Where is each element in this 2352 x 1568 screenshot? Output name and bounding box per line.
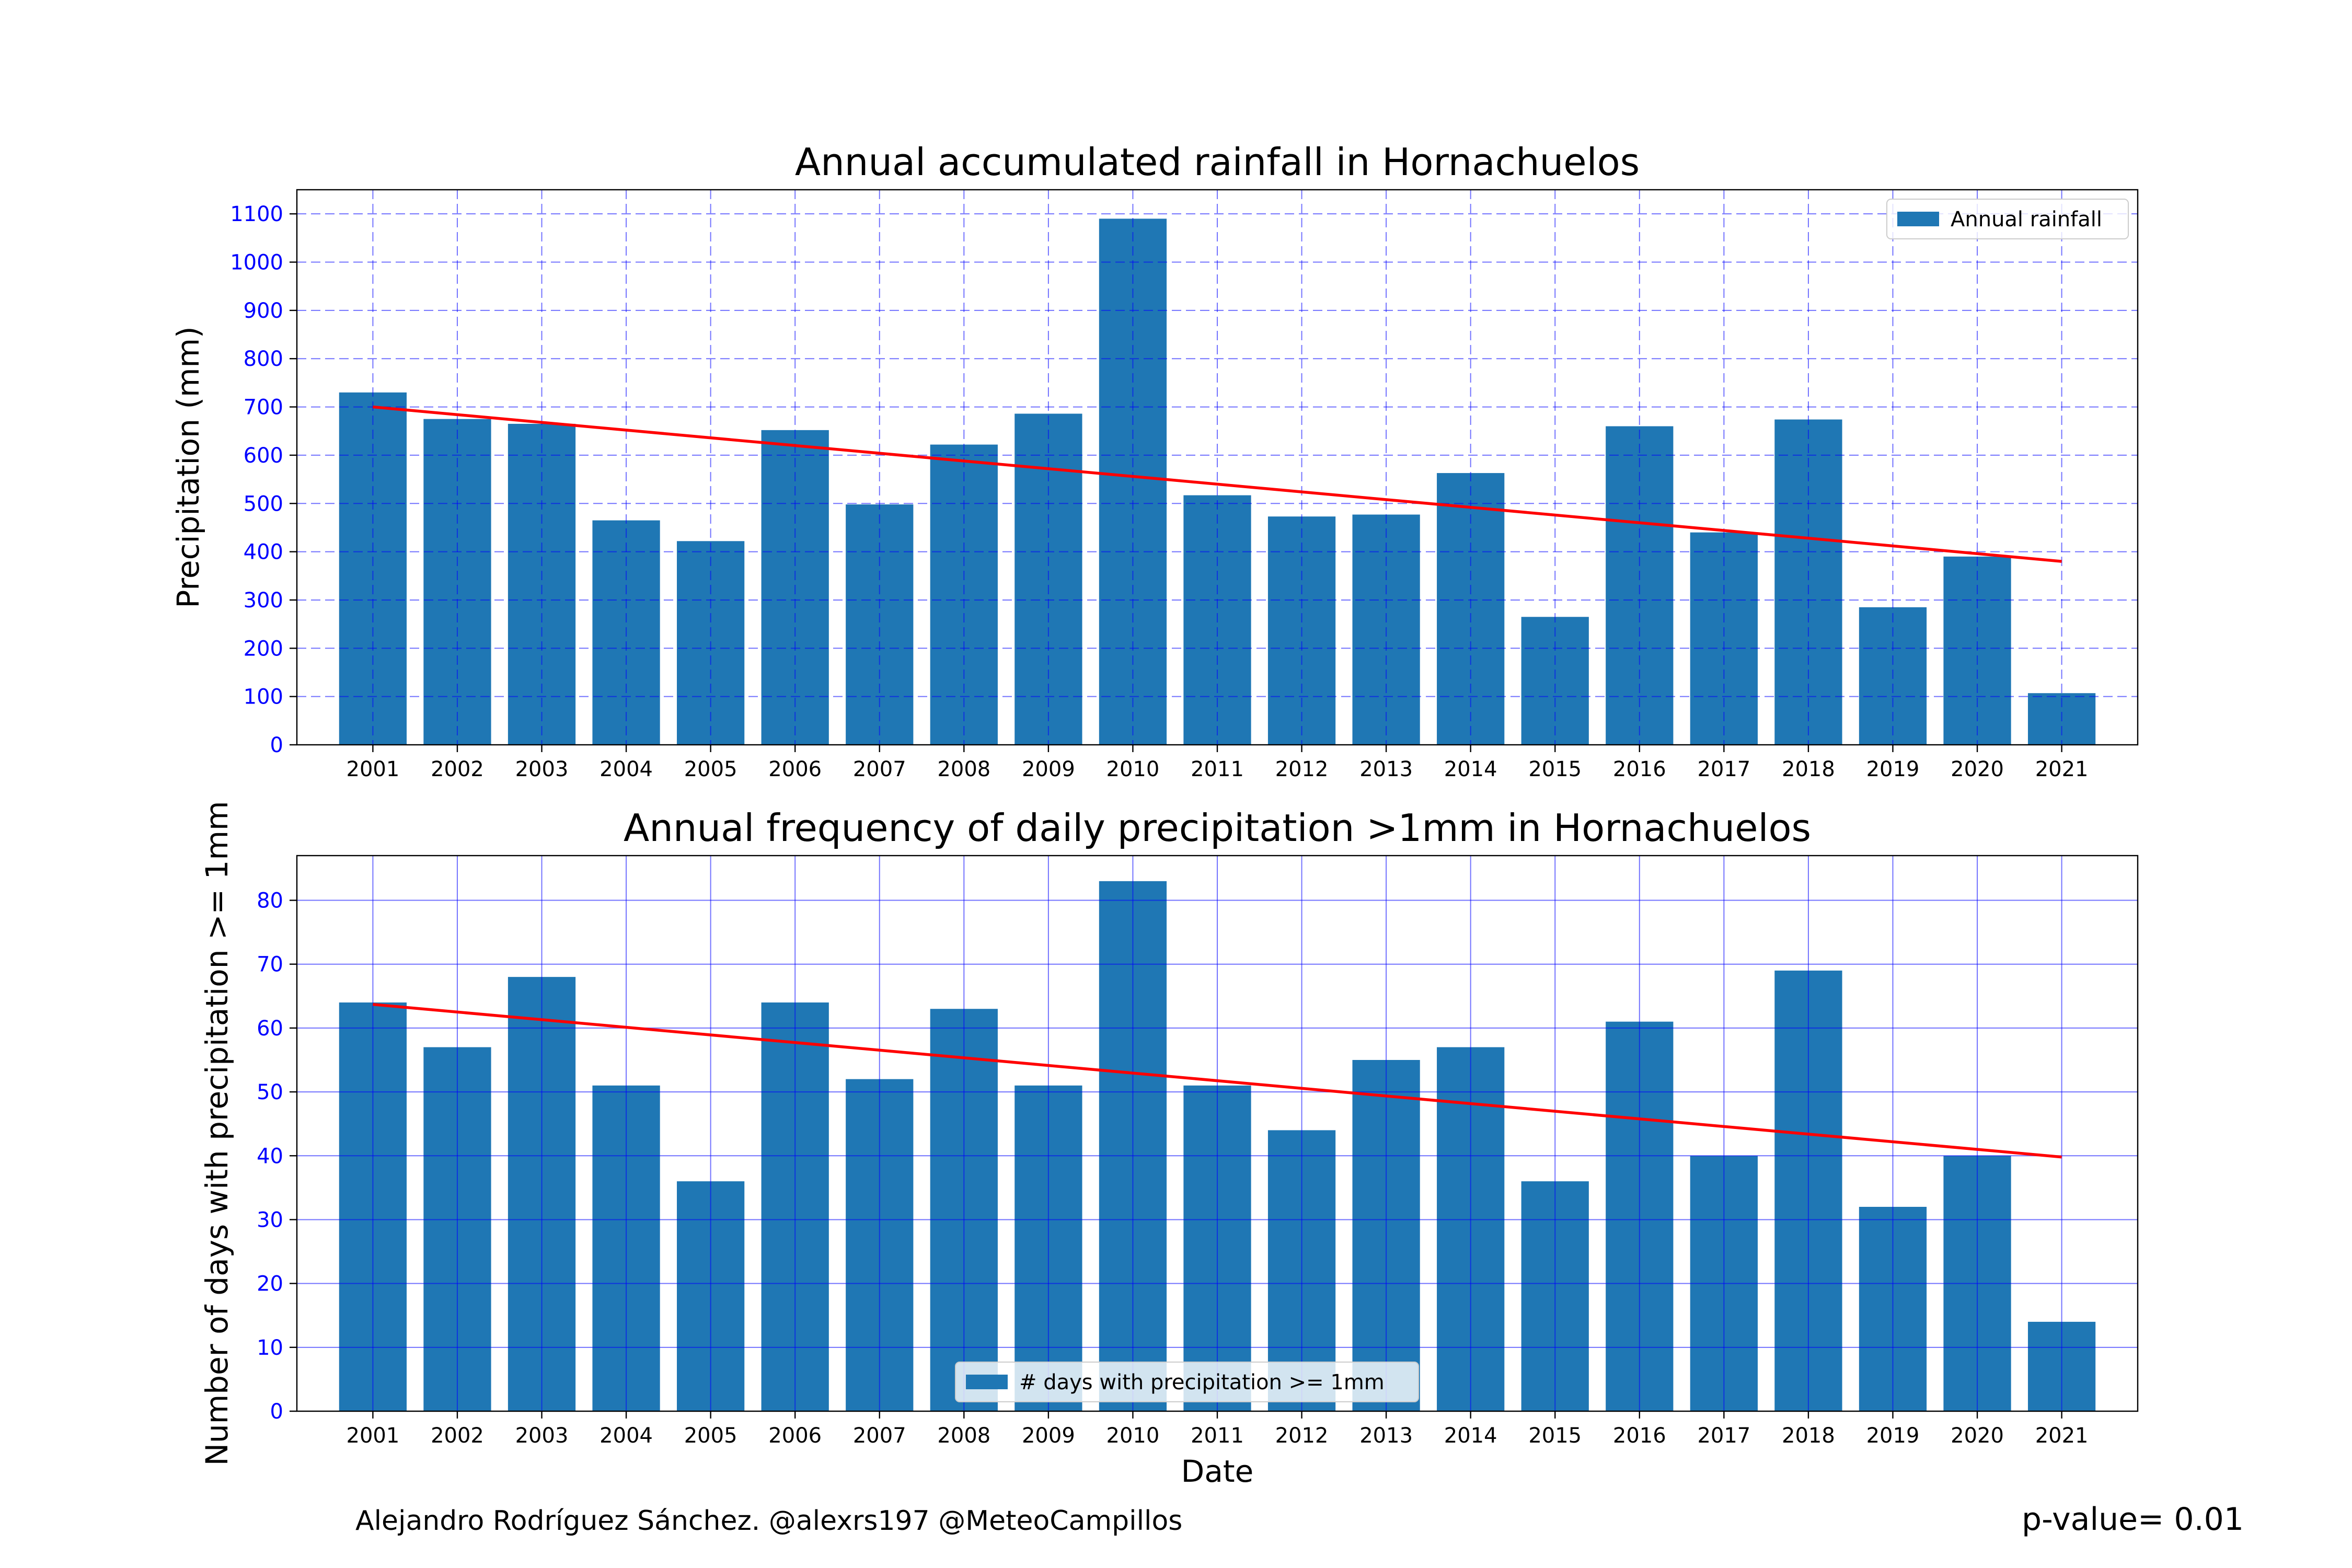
x-tick-label: 2013 [1359, 757, 1413, 781]
chart-title: Annual accumulated rainfall in Hornachue… [795, 140, 1640, 184]
y-tick-label: 1000 [230, 251, 283, 275]
x-tick-label: 2020 [1951, 1424, 2004, 1448]
x-tick-label: 2009 [1022, 757, 1075, 781]
y-tick-label: 0 [270, 733, 283, 757]
x-tick-label: 2003 [515, 1424, 569, 1448]
x-tick-label: 2018 [1782, 757, 1835, 781]
x-tick-label: 2010 [1106, 1424, 1160, 1448]
x-tick-label: 2021 [2035, 1424, 2089, 1448]
x-tick-label: 2016 [1613, 1424, 1666, 1448]
x-tick-label: 2014 [1444, 757, 1497, 781]
x-tick-label: 2006 [768, 1424, 822, 1448]
chart-title: Annual frequency of daily precipitation … [624, 806, 1811, 850]
x-tick-label: 2020 [1951, 757, 2004, 781]
bar-2002 [423, 419, 491, 745]
x-tick-label: 2008 [937, 1424, 990, 1448]
x-tick-label: 2017 [1697, 757, 1750, 781]
y-tick-label: 100 [244, 685, 283, 709]
y-tick-label: 1100 [230, 202, 283, 226]
y-tick-label: 20 [257, 1272, 283, 1296]
x-tick-label: 2021 [2035, 757, 2089, 781]
x-tick-label: 2018 [1782, 1424, 1835, 1448]
x-tick-label: 2004 [599, 1424, 653, 1448]
y-tick-label: 300 [244, 589, 283, 613]
x-tick-label: 2005 [684, 1424, 737, 1448]
y-axis-label: Precipitation (mm) [170, 326, 206, 608]
x-tick-label: 2013 [1359, 1424, 1413, 1448]
p-value-label: p-value= 0.01 [2022, 1501, 2244, 1538]
bar-2018 [1774, 419, 1842, 745]
bar-2017 [1690, 532, 1758, 745]
y-tick-label: 60 [257, 1017, 283, 1041]
trend-line [373, 1002, 2062, 1159]
y-tick-label: 900 [244, 299, 283, 323]
legend-box [1886, 199, 2129, 239]
y-tick-label: 50 [257, 1080, 283, 1104]
x-tick-label: 2014 [1444, 1424, 1497, 1448]
y-tick-label: 400 [244, 540, 283, 564]
x-tick-label: 2003 [515, 757, 569, 781]
bar-2007 [846, 504, 914, 745]
y-tick-label: 800 [244, 347, 283, 371]
bar-2015 [1521, 617, 1589, 745]
x-tick-label: 2011 [1191, 757, 1244, 781]
x-tick-label: 2005 [684, 757, 737, 781]
y-tick-label: 30 [257, 1208, 283, 1232]
x-tick-label: 2012 [1275, 757, 1329, 781]
y-tick-label: 70 [257, 953, 283, 977]
y-tick-label: 200 [244, 637, 283, 661]
x-tick-label: 2015 [1528, 1424, 1582, 1448]
y-tick-label: 500 [244, 492, 283, 516]
x-tick-label: 2001 [347, 757, 400, 781]
y-tick-label: 40 [257, 1144, 283, 1168]
x-axis-label: Date [1181, 1454, 1254, 1489]
legend-label: Annual rainfall [1951, 207, 2102, 232]
trend-line [373, 405, 2062, 563]
x-tick-label: 2011 [1191, 1424, 1244, 1448]
x-tick-label: 2006 [768, 757, 822, 781]
x-tick-label: 2012 [1275, 1424, 1329, 1448]
x-tick-label: 2016 [1613, 757, 1666, 781]
x-tick-label: 2019 [1866, 757, 1920, 781]
x-tick-label: 2017 [1697, 1424, 1750, 1448]
y-axis-label: Number of days with precipitation >= 1mm [199, 801, 235, 1466]
x-tick-label: 2019 [1866, 1424, 1920, 1448]
x-tick-label: 2004 [599, 757, 653, 781]
x-tick-label: 2002 [431, 757, 484, 781]
y-tick-label: 600 [244, 444, 283, 468]
axes-frame [296, 189, 2139, 746]
x-tick-label: 2002 [431, 1424, 484, 1448]
y-tick-label: 10 [257, 1336, 283, 1360]
legend-swatch [966, 1375, 1008, 1389]
x-tick-label: 2007 [853, 1424, 906, 1448]
legend-box [955, 1362, 1419, 1402]
author-credit: Alejandro Rodríguez Sánchez. @alexrs197 … [355, 1505, 1183, 1537]
x-tick-label: 2007 [853, 757, 906, 781]
x-tick-label: 2010 [1106, 757, 1160, 781]
x-tick-label: 2001 [347, 1424, 400, 1448]
axes-frame [296, 855, 2139, 1412]
legend-swatch [1897, 212, 1939, 226]
legend-label: # days with precipitation >= 1mm [1019, 1370, 1385, 1394]
x-tick-label: 2008 [937, 757, 990, 781]
x-tick-label: 2009 [1022, 1424, 1075, 1448]
y-tick-label: 80 [257, 889, 283, 913]
x-tick-label: 2015 [1528, 757, 1582, 781]
y-tick-label: 0 [270, 1400, 283, 1424]
y-tick-label: 700 [244, 396, 283, 420]
